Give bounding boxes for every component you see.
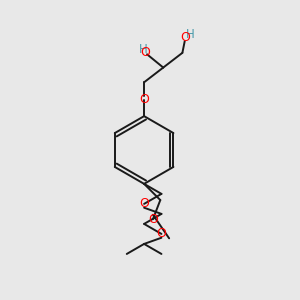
Text: O: O xyxy=(180,31,190,44)
Text: O: O xyxy=(141,46,151,59)
Text: O: O xyxy=(148,213,158,226)
Text: O: O xyxy=(157,227,166,240)
Text: O: O xyxy=(139,93,149,106)
Text: H: H xyxy=(186,28,194,41)
Text: H: H xyxy=(139,43,148,56)
Text: O: O xyxy=(139,197,149,210)
